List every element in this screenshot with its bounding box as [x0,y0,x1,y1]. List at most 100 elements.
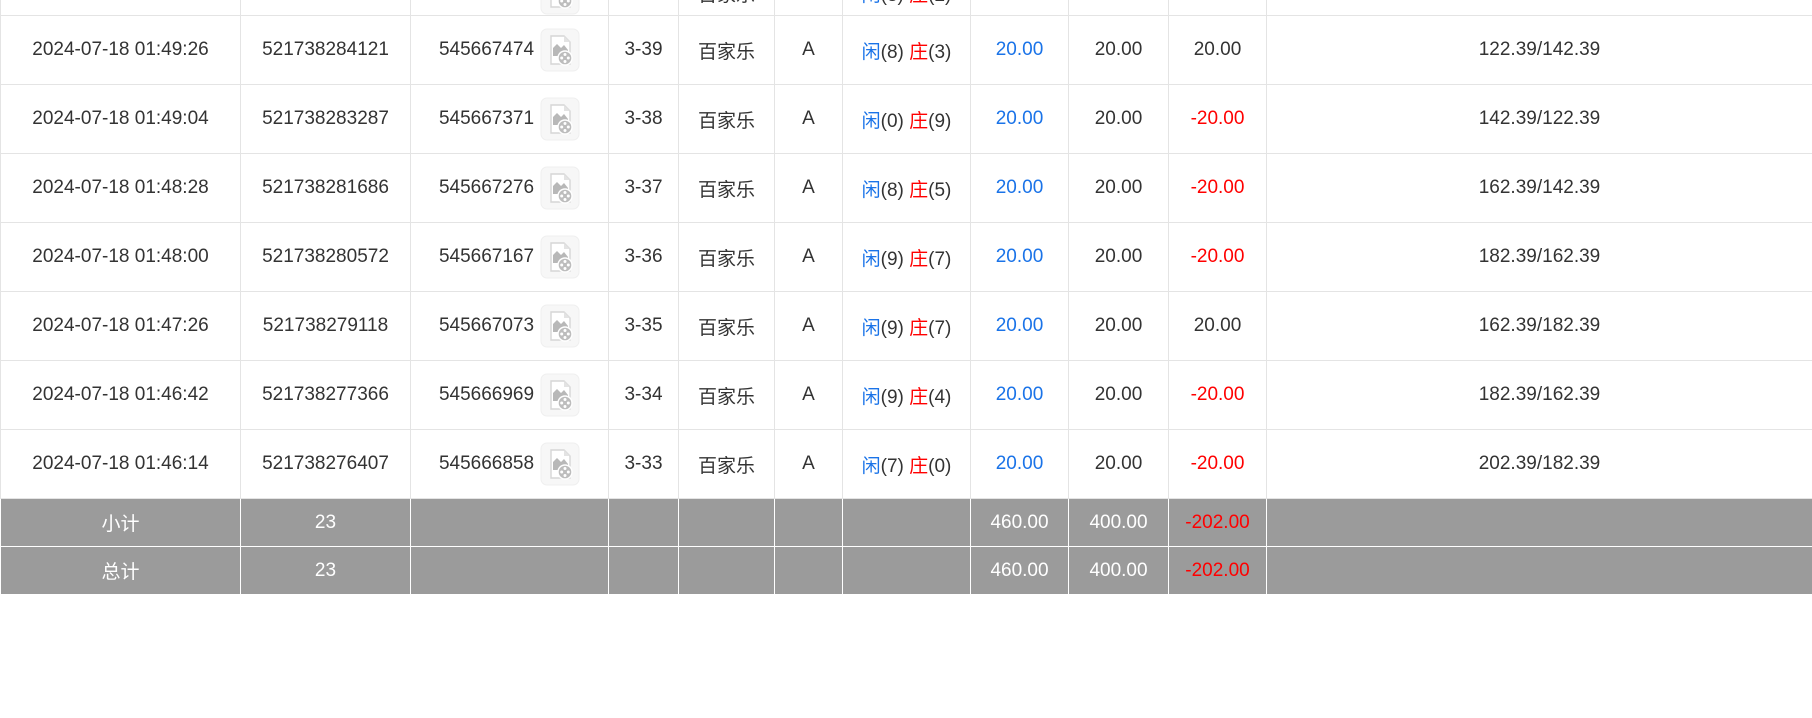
cell-bet-time: 2024-07-18 01:48:28 [0,153,241,223]
table-row[interactable]: 2024-07-18 01:49:04 521738283287 545667371… [0,84,1812,154]
cell-valid-bet: 20.00 [1068,291,1169,361]
cell-result: 闲(9) 庄(7) [842,222,971,292]
table-row[interactable]: 2024-07-18 01:48:28 521738281686 545667276… [0,153,1812,223]
cell-round-no: 545666969 [410,360,609,430]
cell-balance: 162.39/182.39 [1266,291,1812,361]
table-row[interactable]: 2024-07-18 01:50:06521738285780 545667574… [0,0,1812,16]
result-player-value: (7) [880,455,904,477]
result-player-value: (9) [880,386,904,408]
cell-game-name: 百家乐 [678,429,775,499]
document-detail-icon[interactable] [540,0,580,15]
result-banker-value: (9) [928,110,952,132]
cell-table-no: A [774,291,843,361]
result-player-value: (0) [880,110,904,132]
round-no-text: 545666858 [438,453,535,474]
cell-balance: 162.39/142.39 [1266,153,1812,223]
cell-game-name: 百家乐 [678,153,775,223]
cell-shoe-no: 3-37 [608,153,679,223]
cell-order-no: 521738279118 [240,291,411,361]
cell-order-no: 521738276407 [240,429,411,499]
document-detail-icon[interactable] [540,373,580,417]
cell-balance: 182.39/162.39 [1266,222,1812,292]
cell-bet-amount: 20.00 [970,84,1069,154]
summary-game [678,546,775,595]
cell-win-loss: -20.00 [1168,429,1267,499]
result-player-label: 闲 [861,386,881,408]
table-row[interactable]: 2024-07-18 01:47:26 521738279118 545667073… [0,291,1812,361]
cell-valid-bet: 20.00 [1068,15,1169,85]
document-detail-icon[interactable] [540,166,580,210]
summary-row: 小计 23 460.00 400.00 -202.00 [0,498,1812,547]
cell-shoe-no: 3-34 [608,360,679,430]
result-banker-label: 庄 [909,248,929,270]
table-row[interactable]: 2024-07-18 01:46:14 521738276407 545666858… [0,429,1812,499]
table-row[interactable]: 2024-07-18 01:46:42 521738277366 545666969… [0,360,1812,430]
cell-bet-time: 2024-07-18 01:46:42 [0,360,241,430]
result-player-value: (9) [880,248,904,270]
cell-table-no: A [774,222,843,292]
cell-result: 闲(7) 庄(0) [842,429,971,499]
result-banker-label: 庄 [909,386,929,408]
document-detail-icon[interactable] [540,442,580,486]
cell-result: 闲(9) 庄(7) [842,291,971,361]
document-detail-icon[interactable] [540,97,580,141]
cell-game-name: 百家乐 [678,291,775,361]
cell-game-name: 百家乐 [678,84,775,154]
result-banker-value: (7) [928,248,952,270]
cell-order-no: 521738284121 [240,15,411,85]
cell-balance: 122.39/142.39 [1266,15,1812,85]
cell-order-no: 521738283287 [240,84,411,154]
document-detail-icon[interactable] [540,304,580,348]
result-player-value: (8) [881,0,904,6]
cell-result: 闲(9) 庄(4) [842,360,971,430]
round-no-text: 545667167 [438,246,535,267]
summary-valid-bet: 400.00 [1068,546,1169,595]
result-player-label: 闲 [861,317,881,339]
result-banker-value: (4) [928,386,952,408]
result-player-label: 闲 [861,110,881,132]
round-no-text: 545667371 [438,108,535,129]
result-banker-label: 庄 [909,41,929,63]
table-row[interactable]: 2024-07-18 01:48:00 521738280572 545667167… [0,222,1812,292]
cell-balance: 142.39/122.39 [1266,84,1812,154]
cell-shoe-no: 3-38 [608,84,679,154]
cell-round-no: 545667574 [410,0,609,16]
cell-game-name: 百家乐 [678,0,775,16]
cell-bet-amount: 20.00 [970,222,1069,292]
cell-bet-amount: 20.00 [970,15,1069,85]
cell-round-no: 545666858 [410,429,609,499]
cell-win-loss: 20.00 [1168,291,1267,361]
summary-win-loss: -202.00 [1168,498,1267,547]
result-banker-label: 庄 [909,0,928,6]
result-banker-value: (0) [928,455,952,477]
cell-order-no: 521738277366 [240,360,411,430]
cell-bet-amount: 20.00 [970,429,1069,499]
cell-valid-bet: 20.00 [1068,429,1169,499]
cell-valid-bet: 20.00 [1068,84,1169,154]
round-no-text: 545667073 [438,315,535,336]
cell-bet-time: 2024-07-18 01:48:00 [0,222,241,292]
summary-label: 小计 [0,498,241,547]
result-banker-value: (7) [928,317,952,339]
cell-bet-amount: 20.00 [970,0,1069,16]
cell-table-no: A [774,84,843,154]
document-detail-icon[interactable] [540,28,580,72]
result-banker-label: 庄 [909,317,929,339]
table-row[interactable]: 2024-07-18 01:49:26 521738284121 545667474… [0,15,1812,85]
document-detail-icon[interactable] [540,235,580,279]
cell-result: 闲(0) 庄(9) [842,84,971,154]
summary-row: 总计 23 460.00 400.00 -202.00 [0,546,1812,595]
summary-count: 23 [240,546,411,595]
result-player-label: 闲 [862,0,881,6]
summary-table-no [774,498,843,547]
summary-count: 23 [240,498,411,547]
result-banker-label: 庄 [909,179,929,201]
summary-bet-amount: 460.00 [970,498,1069,547]
cell-win-loss: -20.00 [1168,222,1267,292]
summary-balance [1266,498,1812,547]
cell-game-name: 百家乐 [678,222,775,292]
cell-win-loss: -20.00 [1168,360,1267,430]
round-no-text: 545667574 [439,0,534,4]
cell-bet-amount: 20.00 [970,360,1069,430]
